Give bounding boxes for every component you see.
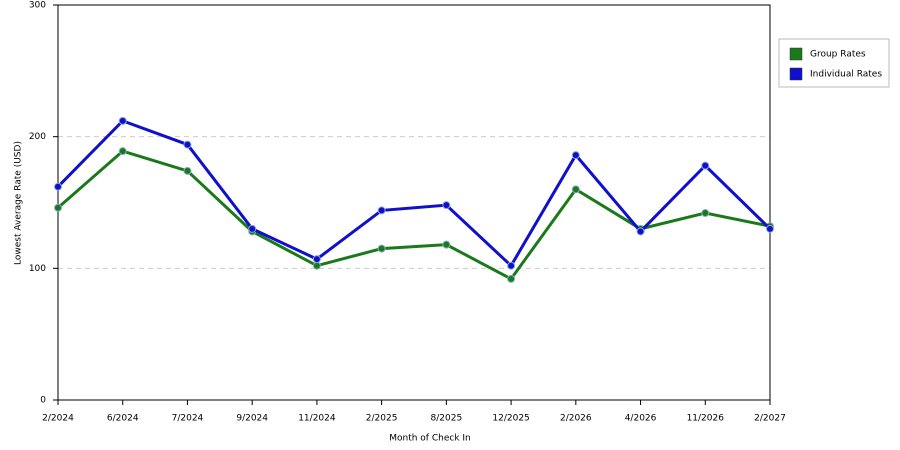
point <box>507 261 516 270</box>
x-tick-label: 8/2025 <box>431 414 463 424</box>
y-tick-label: 300 <box>29 1 46 11</box>
x-tick-label: 11/2026 <box>687 414 725 424</box>
y-tick-label: 200 <box>29 132 46 142</box>
plot-frame <box>57 4 771 401</box>
y-tick-label: 100 <box>29 264 46 274</box>
series-line <box>57 149 771 281</box>
x-tick-label: 9/2024 <box>236 414 268 424</box>
point <box>571 185 580 194</box>
point <box>442 240 451 249</box>
point <box>118 147 127 156</box>
series-line <box>56 119 772 269</box>
x-tick-label: 7/2024 <box>172 414 204 424</box>
point <box>507 274 516 283</box>
point <box>54 182 62 191</box>
y-tick-label: 0 <box>40 396 46 406</box>
x-tick-label: 2/2025 <box>366 414 398 424</box>
point <box>701 161 710 170</box>
point <box>312 261 321 270</box>
x-tick-label: 2/2024 <box>42 414 74 424</box>
y-axis-label: Lowest Average Rate (USD) <box>14 141 24 265</box>
point <box>312 255 321 264</box>
point <box>766 224 774 233</box>
point <box>183 166 192 175</box>
point <box>54 203 62 212</box>
point <box>377 206 386 215</box>
legend-swatch <box>789 67 803 81</box>
x-tick-label: 2/2026 <box>560 414 592 424</box>
x-axis-label: Month of Check In <box>389 434 471 444</box>
point <box>248 224 257 233</box>
x-tick-label: 2/2027 <box>754 414 786 424</box>
legend-label: Individual Rates <box>810 70 882 80</box>
legend-label: Group Rates <box>810 50 866 60</box>
point <box>442 201 451 210</box>
point <box>118 116 127 125</box>
point <box>183 140 192 149</box>
x-tick-label: 4/2026 <box>625 414 657 424</box>
point <box>377 244 386 253</box>
point <box>571 151 580 160</box>
legend-swatch <box>789 47 803 61</box>
point <box>701 209 710 218</box>
x-tick-label: 11/2024 <box>298 414 336 424</box>
x-tick-label: 12/2025 <box>492 414 529 424</box>
x-tick-label: 6/2024 <box>107 414 139 424</box>
point <box>636 227 645 236</box>
